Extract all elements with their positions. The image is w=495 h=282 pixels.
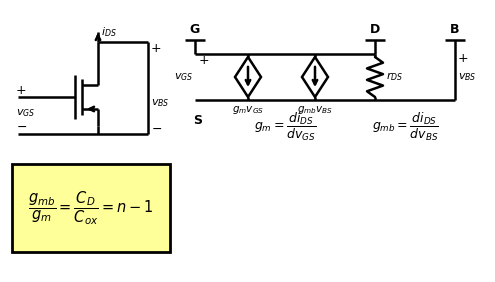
Text: D: D xyxy=(370,23,380,36)
Text: $v_{GS}$: $v_{GS}$ xyxy=(16,107,35,119)
Text: $-$: $-$ xyxy=(16,120,27,133)
Text: +: + xyxy=(16,85,27,98)
Text: $g_m = \dfrac{di_{DS}}{dv_{GS}}$: $g_m = \dfrac{di_{DS}}{dv_{GS}}$ xyxy=(254,111,316,143)
Text: +: + xyxy=(458,52,469,65)
Text: $g_m v_{GS}$: $g_m v_{GS}$ xyxy=(232,104,264,116)
Text: B: B xyxy=(450,23,460,36)
Text: $v_{BS}$: $v_{BS}$ xyxy=(458,71,477,83)
Text: G: G xyxy=(190,23,200,36)
Text: $g_{mb} v_{BS}$: $g_{mb} v_{BS}$ xyxy=(297,104,333,116)
Text: $r_{DS}$: $r_{DS}$ xyxy=(386,70,403,83)
FancyBboxPatch shape xyxy=(12,164,170,252)
Text: $i_{DS}$: $i_{DS}$ xyxy=(101,25,117,39)
Text: $-$: $-$ xyxy=(151,122,162,135)
Text: +: + xyxy=(151,41,162,54)
Text: $g_{mb} = \dfrac{di_{DS}}{dv_{BS}}$: $g_{mb} = \dfrac{di_{DS}}{dv_{BS}}$ xyxy=(372,111,439,143)
Text: $\dfrac{g_{mb}}{g_m} = \dfrac{C_D}{C_{ox}} = n - 1$: $\dfrac{g_{mb}}{g_m} = \dfrac{C_D}{C_{ox… xyxy=(28,189,154,227)
Text: +: + xyxy=(199,54,209,67)
Text: S: S xyxy=(193,114,202,127)
Text: $v_{GS}$: $v_{GS}$ xyxy=(174,71,193,83)
Text: $v_{BS}$: $v_{BS}$ xyxy=(151,97,170,109)
